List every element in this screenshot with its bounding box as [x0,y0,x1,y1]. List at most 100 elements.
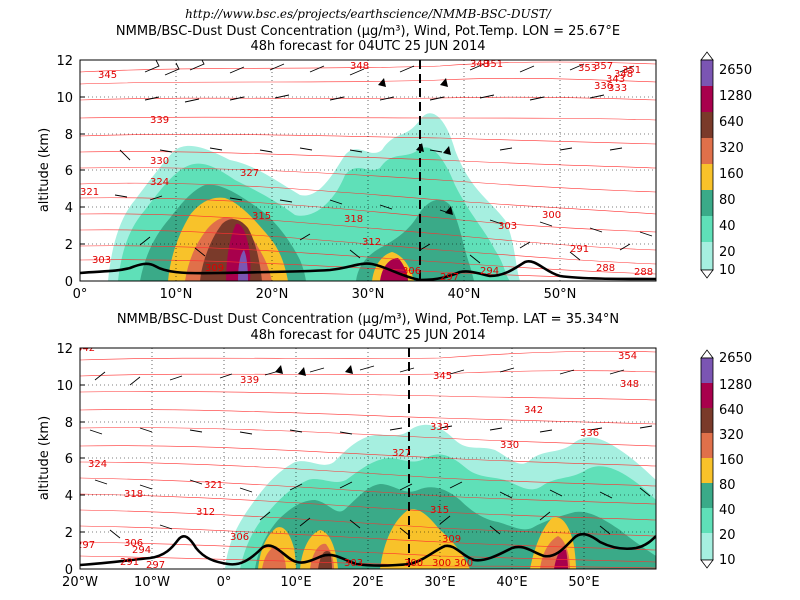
top-orography [80,260,656,281]
x-tick-label: 50°E [568,575,599,590]
theta-label: 309 [442,534,461,545]
theta-label: 300 [454,558,473,569]
theta-label: 353 [578,63,597,74]
colorbar-label: 10 [719,263,736,278]
top-y-axis-label: altitude (km) [37,128,52,212]
source-url: http://www.bsc.es/projects/earthscience/… [185,7,553,21]
y-tick-label: 6 [65,452,73,467]
theta-label: 318 [124,489,143,500]
theta-label: 312 [362,237,381,248]
theta-label: 288 [596,263,615,274]
bottom-theta-labels: 342 339 345 354 348 342 333 336 330 327 … [76,343,639,569]
theta-label: 294 [132,545,151,556]
theta-label: 318 [344,214,363,225]
top-wind-barbs [114,60,653,264]
theta-label: 327 [392,448,411,459]
top-plot-area: 345 348 348 351 353 357 351 343 348 336 … [80,59,656,283]
theta-label: 303 [344,558,363,569]
theta-label: 324 [150,177,169,188]
theta-label: 330 [150,156,169,167]
bottom-wind-barbs [89,365,653,539]
bottom-y-axis-label: altitude (km) [37,416,52,500]
x-tick-label: 20°N [256,287,289,302]
x-tick-label: 0° [217,575,232,590]
colorbar-label: 320 [719,428,744,443]
y-tick-label: 2 [65,526,73,541]
x-tick-label: 10°E [280,575,311,590]
theta-label: 336 [594,81,613,92]
theta-label: 288 [634,267,653,278]
theta-label: 324 [88,459,107,470]
theta-label: 348 [470,59,489,70]
theta-label: 339 [150,115,169,126]
top-x-tick-labels: 0° 10°N 20°N 30°N 40°N 50°N [73,287,577,302]
colorbar-label: 40 [719,503,736,518]
theta-label: 330 [500,440,519,451]
top-theta-labels: 345 348 348 351 353 357 351 343 348 336 … [80,59,653,283]
bottom-x-tick-labels: 20°W 10°W 0° 10°E 20°E 30°E 40°E 50°E [62,575,600,590]
colorbar-label: 160 [719,167,744,182]
theta-label: 294 [480,266,499,277]
top-subtitle: 48h forecast for 04UTC 25 JUN 2014 [250,39,485,54]
y-tick-label: 12 [56,54,73,69]
y-tick-label: 0 [65,275,73,290]
theta-label: 306 [402,266,421,277]
theta-label: 291 [570,244,589,255]
theta-label: 306 [124,538,143,549]
bottom-colorbar: 2650 1280 640 320 160 80 40 20 10 [700,349,752,569]
y-tick-label: 4 [65,489,73,504]
colorbar-label: 640 [719,115,744,130]
theta-label: 343 [606,74,625,85]
theta-label: 312 [196,507,215,518]
theta-label: 345 [98,70,117,81]
theta-label: 309 [205,263,224,274]
x-tick-label: 30°E [424,575,455,590]
theta-label: 306 [230,532,249,543]
theta-label: 333 [430,422,449,433]
top-grid [80,60,656,281]
theta-label: 357 [594,61,613,72]
theta-label: 321 [80,187,99,198]
colorbar-label: 320 [719,141,744,156]
theta-label: 297 [76,540,95,551]
x-tick-label: 10°N [160,287,193,302]
top-theta-lines [80,61,656,280]
theta-label: 354 [618,351,637,362]
theta-label: 327 [240,168,259,179]
theta-label: 300 [432,558,451,569]
theta-label: 300 [542,210,561,221]
theta-label: 339 [240,375,259,386]
x-tick-label: 40°E [496,575,527,590]
colorbar-label: 1280 [719,89,752,104]
theta-label: 348 [620,379,639,390]
theta-label: 348 [350,61,369,72]
x-tick-label: 40°N [448,287,481,302]
theta-label: 342 [76,343,95,354]
theta-label: 303 [498,221,517,232]
colorbar-label: 2650 [719,351,752,366]
colorbar-label: 640 [719,403,744,418]
x-tick-label: 10°W [134,575,170,590]
theta-label: 333 [608,83,627,94]
bottom-orography [80,532,656,567]
bottom-subtitle: 48h forecast for 04UTC 25 JUN 2014 [250,328,485,343]
theta-label: 300 [404,558,423,569]
colorbar-label: 40 [719,219,736,234]
colorbar-label: 10 [719,553,736,568]
bottom-plot-area: 342 339 345 354 348 342 333 336 330 327 … [76,343,656,569]
x-tick-label: 20°E [352,575,383,590]
theta-label: 291 [120,557,139,568]
y-tick-label: 8 [65,416,73,431]
x-tick-label: 0° [73,287,88,302]
x-tick-label: 20°W [62,575,98,590]
top-title: NMMB/BSC-Dust Dust Concentration (μg/m³)… [116,24,620,39]
y-tick-label: 10 [56,379,73,394]
bottom-title: NMMB/BSC-Dust Dust Concentration (μg/m³)… [117,312,619,327]
theta-label: 297 [440,272,459,283]
theta-label: 321 [204,480,223,491]
x-tick-label: 50°N [544,287,577,302]
theta-label: 315 [252,211,271,222]
y-tick-label: 2 [65,238,73,253]
theta-label: 315 [430,505,449,516]
y-tick-label: 0 [65,563,73,578]
